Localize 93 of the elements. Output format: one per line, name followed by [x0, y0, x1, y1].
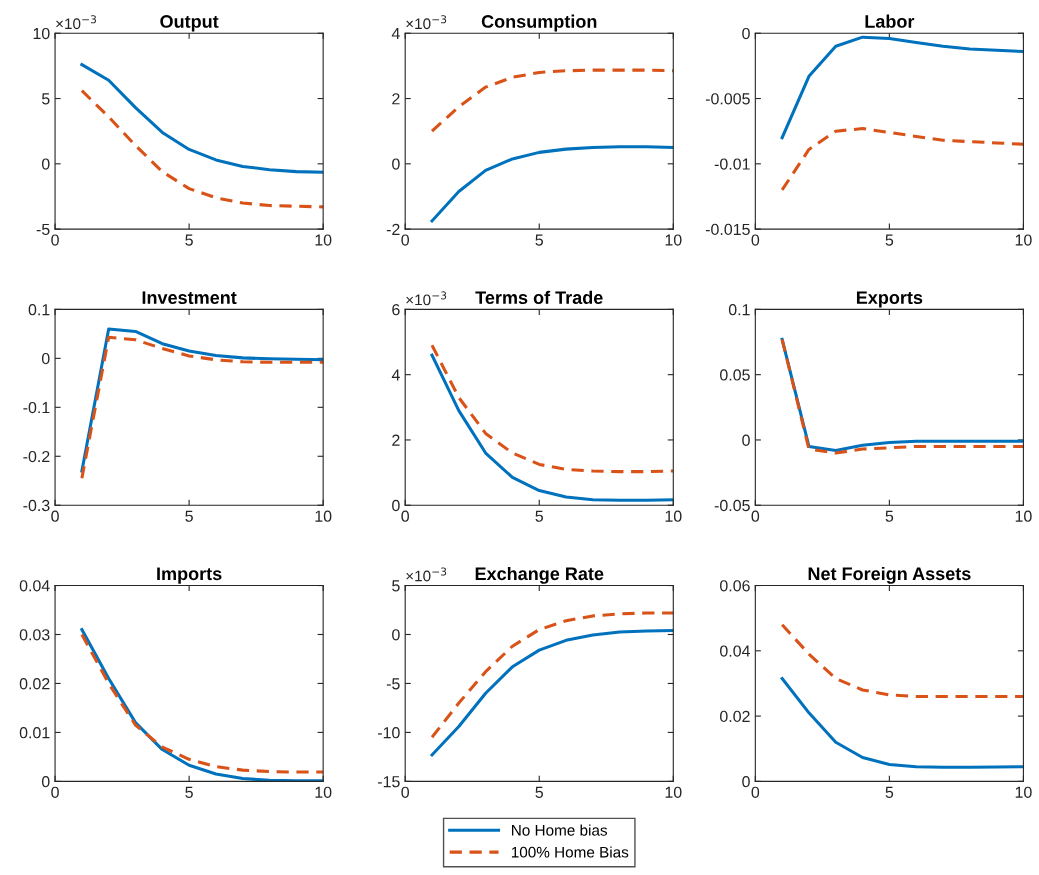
y-tick-label: 0: [392, 629, 400, 641]
x-tick-label: 5: [185, 510, 193, 522]
legend-label: No Home bias: [512, 824, 608, 836]
chart-title: Imports: [157, 567, 222, 584]
y-tick-label: 0.1: [728, 304, 750, 316]
x-tick-label: 5: [885, 786, 894, 798]
y-tick-label: 0.04: [19, 580, 50, 592]
y-tick-label: -0.005: [705, 93, 750, 105]
line-series: [430, 343, 674, 474]
x-tick-label: 5: [185, 234, 193, 246]
y-tick-label: 0: [41, 776, 50, 788]
legend-label: 100% Home Bias: [511, 846, 629, 858]
text: ×10$^{−3}$: [406, 291, 447, 306]
text: ×10$^{−3}$: [406, 567, 447, 582]
y-tick-label: 6: [392, 304, 400, 316]
x-tick-label: 0: [51, 510, 59, 522]
chart-title: Investment: [142, 291, 237, 305]
y-tick-label: 0: [41, 158, 50, 170]
line-series: [430, 68, 674, 133]
y-tick-label: 0: [392, 499, 400, 512]
y-tick-label: 10: [33, 27, 50, 40]
chart-title: Exports: [856, 291, 923, 308]
y-tick-label: -10: [377, 727, 400, 739]
y-tick-label: -0.05: [714, 499, 750, 512]
text: ×10$^{−3}$: [406, 15, 447, 30]
line-series: [780, 127, 1024, 192]
x-tick-label: 0: [401, 510, 410, 522]
y-tick-label: 0: [742, 776, 750, 788]
y-tick-label: 0.05: [720, 369, 750, 381]
y-tick-label: -0.1: [23, 401, 50, 414]
x-tick-label: 0: [401, 234, 410, 246]
y-tick-label: 5: [41, 93, 50, 105]
chart-title: Labor: [865, 14, 915, 28]
y-tick-label: -0.015: [705, 223, 750, 236]
chart-title: Terms of Trade: [475, 290, 603, 305]
x-tick-label: 5: [535, 234, 544, 246]
chart-title: Output: [160, 15, 219, 32]
y-tick-label: 0.1: [28, 304, 50, 316]
line-series: [780, 623, 1024, 699]
line-series: [780, 35, 1024, 140]
y-tick-label: 0: [41, 352, 50, 365]
y-tick-label: -2: [386, 223, 400, 235]
y-tick-label: 0.02: [19, 678, 50, 690]
y-tick-label: 2: [392, 93, 400, 105]
x-tick-label: 0: [751, 510, 760, 522]
y-tick-label: -0.01: [714, 158, 750, 170]
x-tick-label: 0: [401, 786, 410, 798]
chart-title: Consumption: [481, 14, 597, 32]
chart-title: Net Foreign Assets: [808, 566, 971, 584]
y-tick-label: 2: [392, 434, 400, 446]
y-tick-label: 0.03: [19, 629, 50, 641]
x-tick-label: 10: [315, 786, 332, 798]
x-tick-label: 10: [315, 510, 332, 522]
y-tick-label: 0.04: [720, 645, 750, 657]
line-series: [430, 353, 674, 502]
y-tick-label: 0: [742, 434, 750, 446]
x-tick-label: 5: [885, 510, 894, 522]
x-tick-label: 5: [185, 786, 193, 798]
line-series: [430, 629, 674, 757]
x-tick-label: 5: [535, 510, 544, 522]
y-tick-label: 5: [392, 580, 400, 592]
x-tick-label: 10: [665, 786, 682, 798]
chart-title: Exchange Rate: [475, 566, 604, 584]
y-tick-label: 0: [392, 158, 400, 170]
x-tick-label: 5: [885, 234, 894, 246]
y-tick-label: -0.3: [23, 499, 50, 512]
y-tick-label: 0.01: [19, 727, 50, 739]
x-tick-label: 10: [315, 234, 332, 246]
x-tick-label: 10: [1015, 786, 1032, 798]
x-tick-label: 0: [51, 786, 59, 798]
y-tick-label: -15: [377, 776, 400, 788]
line-series: [80, 63, 324, 174]
x-tick-label: 5: [535, 786, 544, 798]
x-tick-label: 0: [751, 234, 760, 246]
y-tick-label: 0.06: [720, 580, 750, 592]
x-tick-label: 10: [665, 234, 682, 246]
line-series: [430, 611, 674, 739]
y-tick-label: -0.2: [23, 450, 50, 463]
y-tick-label: 4: [391, 369, 400, 381]
x-tick-label: 10: [1015, 510, 1032, 522]
x-tick-label: 0: [751, 786, 760, 798]
y-tick-label: -5: [386, 678, 400, 690]
line-series: [430, 145, 674, 223]
line-series: [780, 677, 1024, 769]
y-tick-label: 0: [742, 27, 750, 40]
y-tick-label: -5: [36, 223, 50, 236]
x-tick-label: 0: [51, 234, 59, 246]
y-tick-label: 4: [391, 28, 400, 40]
text: ×10$^{−3}$: [56, 15, 97, 30]
x-tick-label: 10: [1015, 234, 1032, 246]
x-tick-label: 10: [665, 510, 682, 522]
y-tick-label: 0.02: [720, 710, 750, 723]
line-series: [80, 89, 324, 209]
